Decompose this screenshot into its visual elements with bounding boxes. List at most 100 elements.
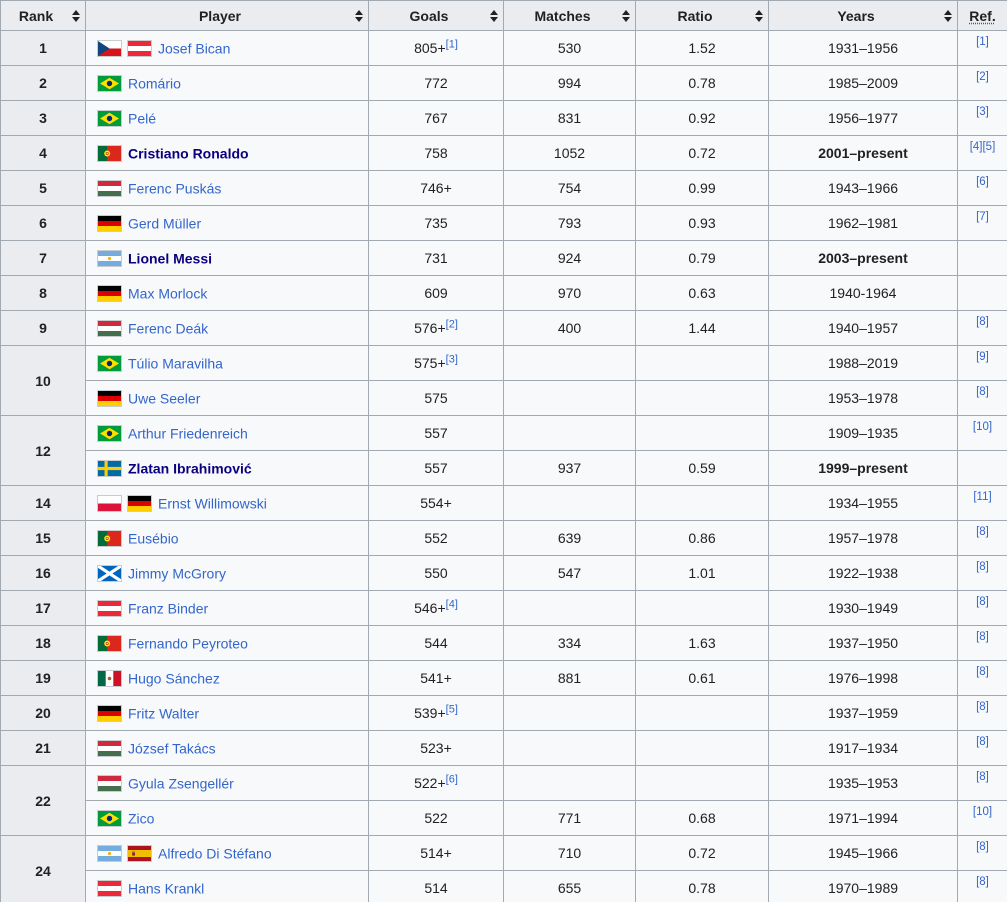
player-link[interactable]: Jimmy McGrory xyxy=(128,565,226,582)
ref-link[interactable]: [8] xyxy=(976,561,989,573)
player-link[interactable]: Romário xyxy=(128,75,181,92)
ref-link[interactable]: [8] xyxy=(976,666,989,678)
flag-germany[interactable] xyxy=(98,391,121,407)
flag-spain[interactable] xyxy=(128,846,151,862)
player-link[interactable]: Fritz Walter xyxy=(128,705,200,722)
goals-footnote: [1] xyxy=(446,38,458,50)
flag-portugal[interactable] xyxy=(98,531,121,547)
player-link[interactable]: Hugo Sánchez xyxy=(128,670,220,687)
flag-sweden[interactable] xyxy=(98,461,121,477)
ref-link[interactable]: [11] xyxy=(973,491,992,503)
ref-link[interactable]: [3] xyxy=(976,106,989,118)
player-link[interactable]: Max Morlock xyxy=(128,285,208,302)
ref-link[interactable]: [7] xyxy=(976,211,989,223)
player-link[interactable]: Cristiano Ronaldo xyxy=(128,145,249,162)
player-link[interactable]: Gerd Müller xyxy=(128,215,202,232)
goals-footnote-link[interactable]: [5] xyxy=(445,703,458,716)
rank-cell: 4 xyxy=(0,135,86,171)
goals-cell: 609 xyxy=(368,275,504,311)
sort-icon[interactable] xyxy=(490,9,498,22)
ref-cell: [8] xyxy=(957,660,1007,696)
years-cell: 1956–1977 xyxy=(768,100,958,136)
flag-brazil[interactable] xyxy=(98,811,121,827)
flag-austria[interactable] xyxy=(128,41,151,57)
flag-germany[interactable] xyxy=(98,286,121,302)
player-link[interactable]: Zlatan Ibrahimović xyxy=(128,460,252,477)
ref-link[interactable]: [8] xyxy=(976,526,989,538)
player-link[interactable]: Fernando Peyroteo xyxy=(128,635,248,652)
player-link[interactable]: József Takács xyxy=(128,740,216,757)
flag-argentina[interactable] xyxy=(98,846,121,862)
column-header-player[interactable]: Player xyxy=(85,0,369,31)
flag-mexico[interactable] xyxy=(98,671,121,687)
flag-poland[interactable] xyxy=(98,496,121,512)
flag-germany[interactable] xyxy=(98,706,121,722)
goals-value: 557 xyxy=(424,460,448,476)
goals-footnote-link[interactable]: [4] xyxy=(445,598,458,611)
sort-icon[interactable] xyxy=(355,9,363,22)
flag-czech-republic[interactable] xyxy=(98,41,121,57)
flag-brazil[interactable] xyxy=(98,111,121,127)
ref-link[interactable]: [8] xyxy=(976,701,989,713)
player-link[interactable]: Arthur Friedenreich xyxy=(128,425,248,442)
player-link[interactable]: Zico xyxy=(128,810,155,827)
sort-icon[interactable] xyxy=(944,9,952,22)
sort-icon[interactable] xyxy=(622,9,630,22)
ref-link[interactable]: [8] xyxy=(976,876,989,888)
ref-link[interactable]: [4][5] xyxy=(969,141,996,153)
flag-hungary[interactable] xyxy=(98,776,121,792)
flag-hungary[interactable] xyxy=(98,181,121,197)
ref-link[interactable]: [8] xyxy=(976,771,989,783)
ref-link[interactable]: [10] xyxy=(972,806,993,818)
ref-link[interactable]: [8] xyxy=(976,316,989,328)
player-link[interactable]: Ferenc Puskás xyxy=(128,180,222,197)
flag-portugal[interactable] xyxy=(98,146,121,162)
flag-brazil[interactable] xyxy=(98,76,121,92)
flag-hungary[interactable] xyxy=(98,741,121,757)
ref-link[interactable]: [10] xyxy=(972,421,993,433)
flag-austria[interactable] xyxy=(98,601,121,617)
goals-footnote-link[interactable]: [1] xyxy=(445,38,458,51)
player-link[interactable]: Eusébio xyxy=(128,530,179,547)
ref-link[interactable]: [8] xyxy=(976,386,989,398)
ref-link[interactable]: [1] xyxy=(976,36,989,48)
player-link[interactable]: Josef Bican xyxy=(158,40,231,57)
ref-link[interactable]: [8] xyxy=(976,631,989,643)
ref-link[interactable]: [6] xyxy=(976,176,989,188)
player-link[interactable]: Hans Krankl xyxy=(128,880,205,897)
flag-brazil[interactable] xyxy=(98,426,121,442)
flag-brazil[interactable] xyxy=(98,356,121,372)
sort-icon[interactable] xyxy=(755,9,763,22)
flag-austria[interactable] xyxy=(98,881,121,897)
flag-germany[interactable] xyxy=(98,216,121,232)
player-link[interactable]: Franz Binder xyxy=(128,600,209,617)
ref-cell xyxy=(957,275,1007,311)
player-link[interactable]: Túlio Maravilha xyxy=(128,355,223,372)
column-header-goals[interactable]: Goals xyxy=(368,0,504,31)
player-link[interactable]: Lionel Messi xyxy=(128,250,213,267)
goals-footnote-link[interactable]: [3] xyxy=(445,353,458,366)
flag-hungary[interactable] xyxy=(98,321,121,337)
player-link[interactable]: Gyula Zsengellér xyxy=(128,775,234,792)
goals-footnote-link[interactable]: [2] xyxy=(445,318,458,331)
ref-link[interactable]: [8] xyxy=(976,736,989,748)
column-header-ratio[interactable]: Ratio xyxy=(635,0,769,31)
flag-germany[interactable] xyxy=(128,496,151,512)
column-header-matches[interactable]: Matches xyxy=(503,0,636,31)
column-header-years[interactable]: Years xyxy=(768,0,958,31)
flag-argentina[interactable] xyxy=(98,251,121,267)
sort-icon[interactable] xyxy=(72,9,80,22)
ref-link[interactable]: [9] xyxy=(976,351,989,363)
flag-portugal[interactable] xyxy=(98,636,121,652)
player-link[interactable]: Ernst Willimowski xyxy=(158,495,267,512)
column-header-rank[interactable]: Rank xyxy=(0,0,86,31)
ref-link[interactable]: [2] xyxy=(976,71,989,83)
flag-scotland[interactable] xyxy=(98,566,121,582)
ref-link[interactable]: [8] xyxy=(976,596,989,608)
goals-footnote-link[interactable]: [6] xyxy=(445,773,458,786)
player-link[interactable]: Uwe Seeler xyxy=(128,390,201,407)
player-link[interactable]: Alfredo Di Stéfano xyxy=(158,845,272,862)
player-link[interactable]: Ferenc Deák xyxy=(128,320,209,337)
ref-link[interactable]: [8] xyxy=(976,841,989,853)
player-link[interactable]: Pelé xyxy=(128,110,157,127)
